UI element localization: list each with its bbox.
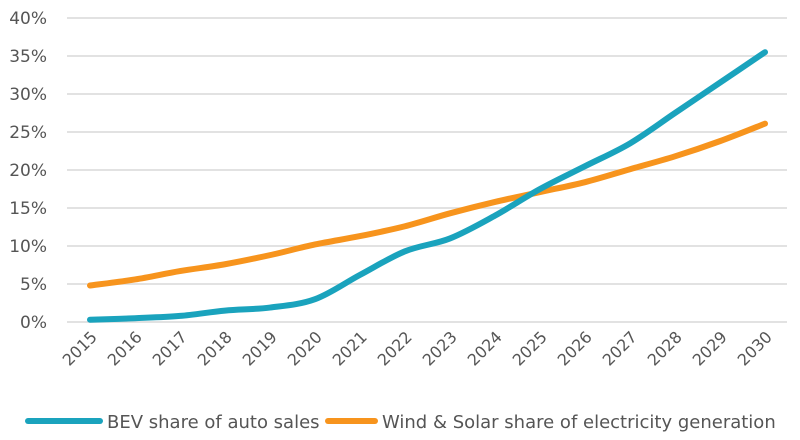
x-tick-label: 2030 — [734, 327, 776, 369]
y-tick-label: 10% — [9, 237, 47, 257]
y-tick-label: 5% — [20, 275, 47, 295]
x-tick-label: 2019 — [239, 327, 281, 369]
x-tick-label: 2021 — [329, 327, 371, 369]
x-tick-label: 2020 — [284, 327, 326, 369]
x-tick-label: 2016 — [104, 327, 146, 369]
x-axis-ticks: 2015 2016 2017 2018 2019 2020 2021 2022 2023 2024… — [59, 327, 776, 369]
x-tick-label: 2023 — [419, 327, 461, 369]
legend: BEV share of auto sales Wind & Solar sha… — [25, 412, 776, 433]
legend-label-wind-solar: Wind & Solar share of electricity genera… — [382, 412, 776, 433]
gridlines — [67, 17, 787, 323]
x-tick-label: 2026 — [554, 327, 596, 369]
x-tick-label: 2027 — [599, 327, 641, 369]
x-tick-label: 2029 — [689, 327, 731, 369]
series-lines — [87, 49, 768, 323]
legend-label-bev: BEV share of auto sales — [107, 412, 320, 433]
y-tick-label: 35% — [9, 47, 47, 67]
x-tick-label: 2022 — [374, 327, 416, 369]
x-tick-label: 2017 — [149, 327, 191, 369]
series-line-wind-solar — [87, 120, 768, 289]
series-line-bev — [87, 49, 768, 323]
y-axis-ticks: 0% 5% 10% 15% 20% 25% 30% 35% 40% — [9, 9, 47, 333]
x-tick-label: 2025 — [509, 327, 551, 369]
x-tick-label: 2024 — [464, 327, 506, 369]
y-tick-label: 30% — [9, 85, 47, 105]
y-tick-label: 15% — [9, 199, 47, 219]
y-tick-label: 25% — [9, 123, 47, 143]
x-tick-label: 2015 — [59, 327, 101, 369]
x-tick-label: 2018 — [194, 327, 236, 369]
y-tick-label: 40% — [9, 9, 47, 29]
y-tick-label: 0% — [20, 313, 47, 333]
x-tick-label: 2028 — [644, 327, 686, 369]
y-tick-label: 20% — [9, 161, 47, 181]
